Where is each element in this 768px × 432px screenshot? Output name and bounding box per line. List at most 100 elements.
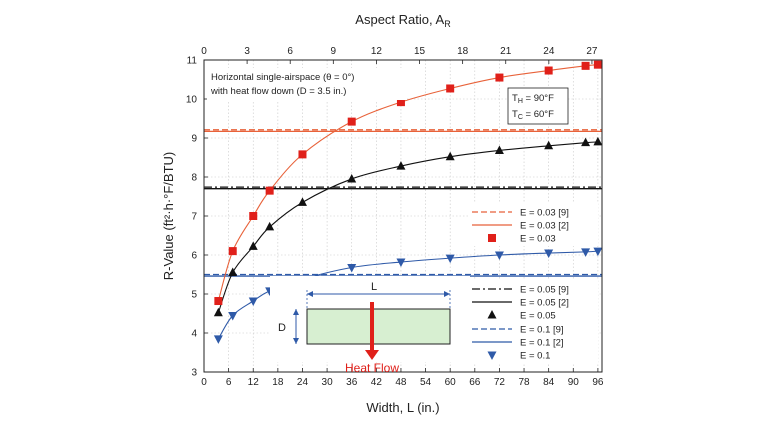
x-tick-label: 72 [494, 377, 506, 388]
triangle-up-marker [265, 221, 275, 231]
triangle-up-marker [581, 137, 591, 147]
x2-axis-title-main: Aspect Ratio, A [355, 12, 444, 27]
x-tick-label: 18 [272, 377, 284, 388]
legend-label: E = 0.03 [9] [520, 208, 569, 219]
x2-tick-label: 18 [457, 46, 469, 57]
triangle-up-marker [396, 161, 406, 170]
temperature-box [507, 87, 569, 125]
x2-tick-label: 9 [331, 46, 337, 57]
x-tick-label: 66 [469, 377, 481, 388]
y-tick-label: 6 [191, 251, 197, 262]
y-tick-label: 5 [191, 290, 197, 301]
hot-temperature-label: TH = 90°F [512, 93, 554, 105]
x-tick-label: 42 [371, 377, 383, 388]
triangle-down-marker [487, 351, 497, 360]
triangle-down-marker [248, 297, 258, 307]
tc-value: = 60°F [523, 109, 554, 120]
width-arrow-right-icon [444, 291, 450, 297]
x-tick-label: 0 [201, 377, 207, 388]
square-marker [581, 61, 590, 70]
triangle-up-marker [593, 136, 603, 146]
triangle-up-marker [494, 145, 504, 154]
x2-axis-title: Aspect Ratio, AR [355, 12, 451, 29]
y-tick-label: 7 [191, 212, 197, 223]
case-annotation-line2: with heat flow down (D = 3.5 in.) [210, 86, 346, 97]
x-tick-label: 48 [395, 377, 407, 388]
width-symbol: L [371, 281, 377, 293]
cavity-schematic: L D Heat Flow [270, 276, 470, 375]
x-tick-label: 24 [297, 377, 309, 388]
triangle-down-marker [228, 311, 238, 321]
th-subscript: H [518, 98, 523, 105]
depth-symbol: D [278, 322, 286, 334]
square-marker [396, 98, 405, 107]
triangle-up-marker [544, 140, 554, 150]
x2-tick-label: 27 [586, 46, 598, 57]
y-axis-title: R-Value (ft²·h·°F/BTU) [161, 152, 176, 280]
x2-tick-label: 12 [371, 46, 383, 57]
cold-temperature-label: TC = 60°F [512, 109, 554, 121]
x2-tick-label: 15 [414, 46, 426, 57]
triangle-up-marker [248, 241, 258, 250]
triangle-down-marker [581, 248, 591, 257]
tc-symbol: T [512, 109, 518, 120]
x2-tick-label: 3 [244, 46, 250, 57]
square-marker [544, 66, 553, 75]
legend-label: E = 0.05 [2] [520, 298, 569, 309]
case-annotation-line1: Horizontal single-airspace (θ = 0°) [211, 72, 354, 83]
triangle-down-marker [396, 258, 406, 268]
heat-flow-label: Heat Flow [345, 361, 399, 375]
x-tick-label: 90 [568, 377, 580, 388]
y-tick-label: 8 [191, 173, 197, 184]
square-marker [298, 150, 307, 159]
legend-label: E = 0.03 [520, 234, 556, 245]
x-tick-label: 30 [322, 377, 334, 388]
y-tick-label: 4 [191, 329, 197, 340]
legend: E = 0.03 [9] E = 0.03 [2] E = 0.03 E = 0.05… [468, 203, 598, 363]
axis-ticks: 0 6 12 18 24 30 36 42 48 54 60 66 72 78 84 90 9634567891… [186, 46, 604, 388]
th-value: = 90°F [523, 93, 554, 104]
square-marker [446, 84, 455, 93]
legend-label: E = 0.03 [2] [520, 221, 569, 232]
legend-label: E = 0.1 [2] [520, 338, 564, 349]
tc-subscript: C [518, 114, 523, 121]
triangle-down-marker [347, 263, 357, 273]
triangle-down-marker [544, 249, 554, 259]
square-marker [593, 60, 602, 69]
th-symbol: T [512, 93, 518, 104]
airspace-cavity [306, 308, 451, 345]
square-marker [214, 297, 223, 306]
depth-arrow-bottom-icon [293, 338, 299, 344]
heat-flow-arrow-icon [365, 350, 379, 360]
x-tick-label: 12 [248, 377, 260, 388]
x2-tick-label: 24 [543, 46, 555, 57]
case-annotation-box [207, 68, 407, 100]
width-arrow-left-icon [307, 291, 313, 297]
y-tick-label: 3 [191, 368, 197, 379]
square-marker [488, 234, 496, 242]
x2-axis-title-sub: R [444, 19, 451, 29]
x-tick-label: 96 [592, 377, 604, 388]
square-marker [347, 117, 356, 126]
triangle-down-marker [494, 251, 504, 260]
depth-arrow-top-icon [293, 309, 299, 315]
square-marker [265, 186, 274, 195]
y-tick-label: 9 [191, 134, 197, 145]
legend-label: E = 0.1 [9] [520, 325, 564, 336]
triangle-up-marker [213, 307, 223, 317]
x-tick-label: 36 [346, 377, 358, 388]
x2-tick-label: 6 [287, 46, 293, 57]
x-tick-label: 6 [226, 377, 232, 388]
y-tick-label: 10 [186, 95, 198, 106]
legend-label: E = 0.05 [9] [520, 285, 569, 296]
y-tick-label: 11 [187, 56, 198, 67]
x-tick-label: 78 [518, 377, 530, 388]
square-marker [228, 247, 237, 256]
triangle-up-marker [228, 267, 238, 277]
triangle-up-marker [487, 310, 497, 319]
square-marker [249, 212, 258, 220]
triangle-down-marker [213, 335, 223, 344]
x-tick-label: 54 [420, 377, 432, 388]
x2-tick-label: 21 [500, 46, 512, 57]
